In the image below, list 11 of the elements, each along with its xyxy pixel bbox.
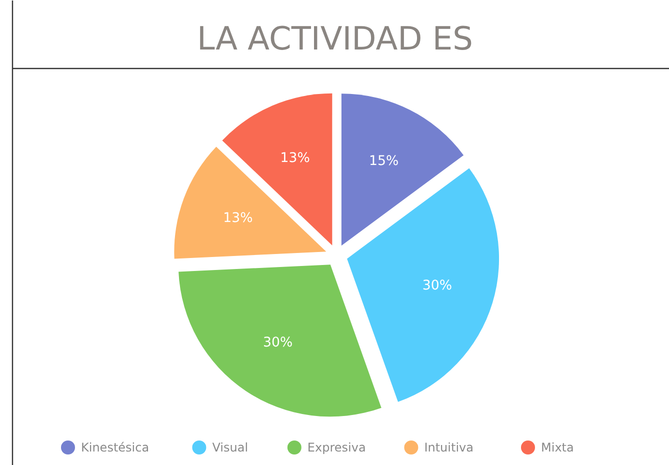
chart-title: LA ACTIVIDAD ES bbox=[197, 20, 473, 58]
data-label: 30% bbox=[422, 278, 452, 294]
legend-label: Visual bbox=[212, 440, 248, 454]
legend-label: Expresiva bbox=[307, 440, 366, 454]
data-label: 13% bbox=[280, 151, 310, 166]
legend-label: Intuitiva bbox=[424, 440, 474, 454]
legend-label: Kinestésica bbox=[81, 440, 150, 454]
data-label: 30% bbox=[263, 335, 293, 350]
data-label: 13% bbox=[223, 211, 253, 226]
legend-label: Mixta bbox=[541, 440, 574, 454]
data-label: 15% bbox=[369, 154, 399, 170]
